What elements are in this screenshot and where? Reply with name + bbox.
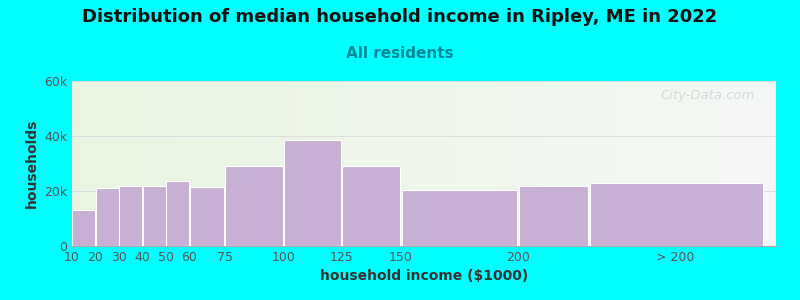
Bar — [342, 166, 400, 246]
Bar — [518, 185, 587, 246]
Bar — [590, 183, 762, 246]
Bar — [190, 187, 224, 246]
Bar — [119, 185, 142, 246]
Bar — [402, 190, 517, 246]
Y-axis label: households: households — [25, 119, 38, 208]
X-axis label: household income ($1000): household income ($1000) — [320, 269, 528, 284]
Bar — [166, 182, 189, 246]
Text: Distribution of median household income in Ripley, ME in 2022: Distribution of median household income … — [82, 8, 718, 26]
Bar — [284, 140, 342, 246]
Bar — [142, 185, 166, 246]
Bar — [225, 166, 282, 246]
Text: All residents: All residents — [346, 46, 454, 62]
Bar — [72, 210, 95, 246]
Text: City-Data.com: City-Data.com — [660, 89, 755, 102]
Bar — [96, 188, 118, 246]
